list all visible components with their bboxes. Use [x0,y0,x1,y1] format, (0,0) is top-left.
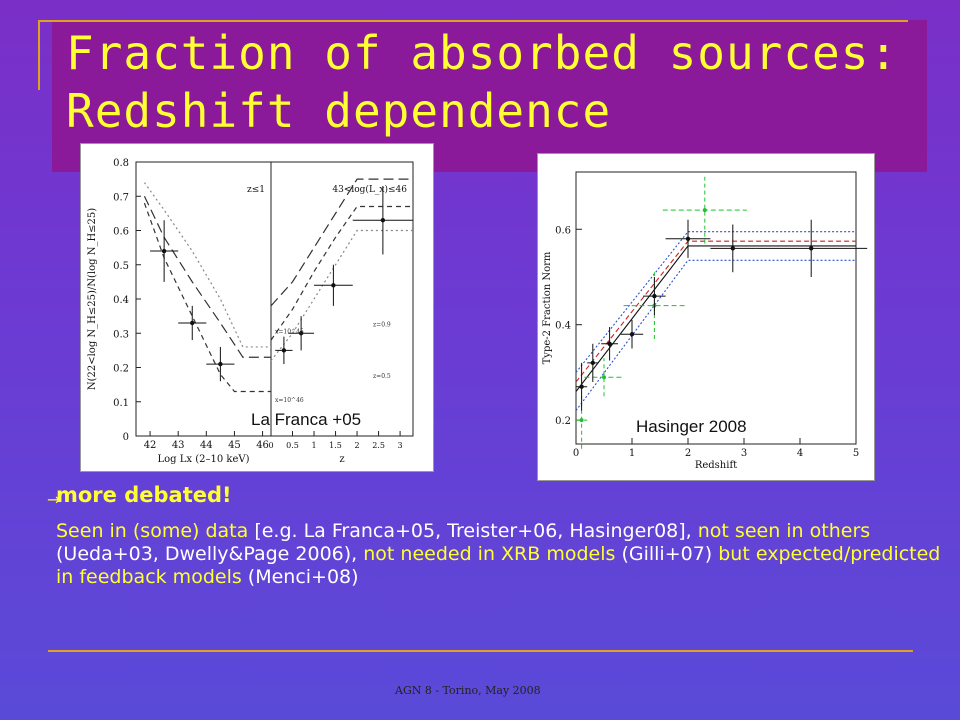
data-point [730,246,735,251]
y-tick-label: 0.3 [113,329,129,340]
data-point [380,218,386,223]
y-tick-label: 0.6 [555,225,571,236]
slide-title: Fraction of absorbed sources: Redshift d… [66,24,916,140]
x-tick-label: 2 [355,441,360,450]
caption-la-franca: La Franca +05 [251,410,362,429]
green-data-point [702,208,707,213]
decorative-line-top [38,20,908,22]
green-data-point [579,418,584,423]
body-paragraph: Seen in (some) data [e.g. La Franca+05, … [56,520,956,589]
x-tick-label: 1 [311,441,316,450]
title-line-2: Redshift dependence [66,84,612,138]
data-point [579,384,584,389]
data-point [331,283,336,288]
body-run: not seen in others [691,520,871,542]
x-axis-label: Redshift [695,460,737,471]
x-tick-label: 4 [797,448,803,459]
data-point [190,320,195,326]
x-tick-label: 3 [398,441,403,450]
y-tick-label: 0 [123,432,129,443]
model-curve-dash [270,205,413,341]
model-curve-dash [143,202,271,393]
curve-label: x=10^45 [275,328,304,335]
x-tick-label: 45 [228,440,241,451]
chart-panel-hasinger: 0 1 2 3 4 5 0.2 0.4 0.6 Redshift Type-2 Fraction N… [537,153,875,481]
y-tick-label: 0.2 [113,364,129,375]
data-point [629,332,635,337]
model-curve-long-dash [270,178,413,307]
chart-hasinger: 0 1 2 3 4 5 0.2 0.4 0.6 Redshift Type-2 Fraction N… [542,171,868,471]
x-tick-label: 0 [573,448,579,459]
data-point [161,248,167,254]
green-data-point [602,375,606,380]
model-curve-dot [143,182,271,348]
body-run: (Menci+08) [247,566,359,588]
title-line-1: Fraction of absorbed sources: [66,26,899,80]
data-point [607,341,612,346]
y-tick-label: 0.5 [113,261,129,272]
y-tick-label: 0.8 [113,158,129,169]
body-run: not needed in XRB models [363,543,622,565]
x-tick-label: 5 [853,448,859,459]
decorative-line-bottom [48,650,913,652]
x-tick-label: 2 [685,448,691,459]
x-tick-label: 0 [268,441,273,450]
model-curve-solid-black [575,245,856,392]
y-tick-label: 0.2 [555,416,571,427]
model-curve-blue-upper [575,231,856,373]
curve-label: z=0.5 [373,373,391,380]
data-point [809,246,814,251]
body-run: (Ueda+03, Dwelly&Page 2006), [56,543,364,565]
caption-hasinger: Hasinger 2008 [636,417,747,436]
body-run: (Gilli+07) [621,543,719,565]
footer-text: AGN 8 - Torino, May 2008 [395,684,541,697]
x-tick-label: 2.5 [372,441,385,450]
y-tick-label: 0.6 [113,227,129,238]
x-tick-label: 42 [144,440,157,451]
chart-la-franca: 0 0.1 0.2 0.3 0.4 0.5 0.6 0.7 0.8 N(22<log N_H≤25… [87,158,414,465]
model-curve-long-dash [143,195,271,358]
plot-frame [135,161,414,437]
y-tick-label: 0.4 [555,321,571,332]
plot-frame [575,171,857,445]
y-axis-label: Type-2 Fraction Norm [542,251,553,364]
body-run: but expected/predicted in feedback model… [56,543,941,588]
body-run: Seen in (some) data [56,520,255,542]
decorative-line-left [38,20,40,90]
data-point [281,348,287,353]
curve-label: z=0.9 [373,321,391,328]
model-curve-blue-lower [575,259,856,411]
y-axis-label: N(22<log N_H≤25)/N(log N_H≤25) [87,208,98,390]
x-tick-label: 46 [256,440,269,451]
data-point [590,360,595,366]
x-tick-label: 1 [629,448,635,459]
y-tick-label: 0.7 [113,192,129,203]
bullet-arrow-icon: → [47,490,61,509]
curve-label: x=10^46 [275,397,304,404]
data-point [685,236,691,242]
model-curve-dash-red [575,240,856,383]
x-tick-label: 3 [741,448,747,459]
x-tick-label: 0.5 [286,441,299,450]
x-axis-label: Log Lx (2–10 keV) [158,454,250,465]
x-tick-label: 1.5 [329,441,342,450]
bullet-heading: more debated! [56,483,232,507]
data-point [652,293,657,299]
data-point [218,361,223,367]
subplot-label: 43<log(L_x)≤46 [332,184,407,195]
model-curve-dot [270,229,413,362]
y-tick-label: 0.1 [113,398,129,409]
x-axis-label: z [339,454,344,465]
body-run: [e.g. La Franca+05, Treister+06, Hasinge… [254,520,692,542]
data-point [298,331,304,336]
subplot-label: z≤1 [247,185,265,195]
x-tick-label: 43 [172,440,185,451]
y-tick-label: 0.4 [113,295,129,306]
chart-panel-la-franca: 0 0.1 0.2 0.3 0.4 0.5 0.6 0.7 0.8 N(22<log N_H≤25… [80,143,434,472]
x-tick-label: 44 [200,440,213,451]
